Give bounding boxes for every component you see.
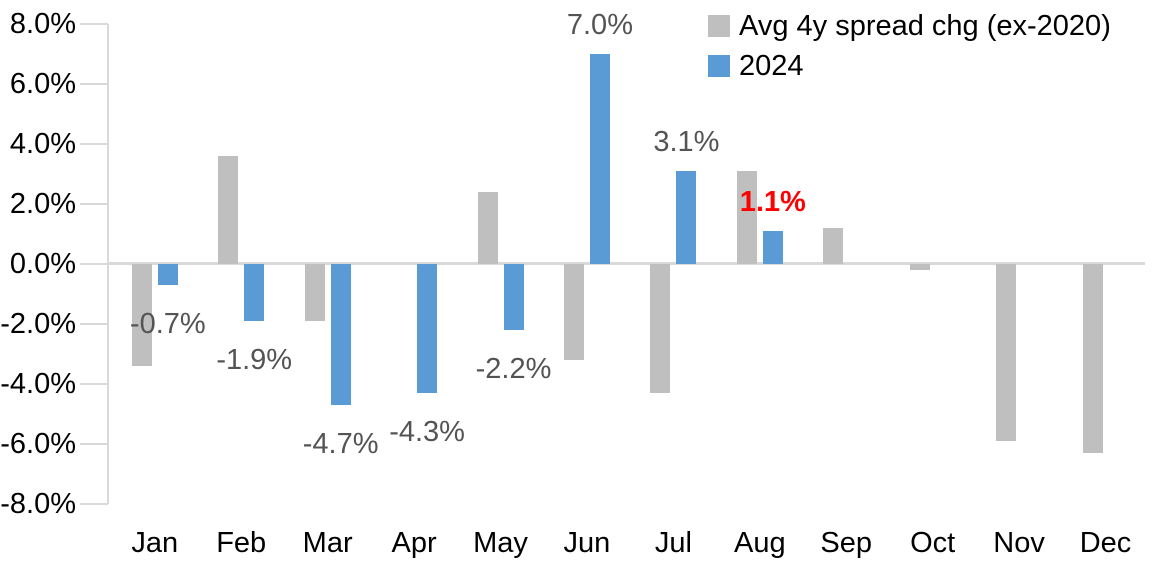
legend-item-2024: 2024: [708, 46, 1111, 86]
y-axis-tick-label: -4.0%: [0, 368, 76, 400]
data-label-apr: -4.3%: [389, 416, 465, 448]
legend-label-avg-4y-spread: Avg 4y spread chg (ex-2020): [739, 9, 1111, 42]
bar-avg-jan: [131, 264, 152, 366]
bar-2024-may: [503, 264, 524, 330]
bar-avg-jun: [563, 264, 584, 360]
y-axis-tick-label: -6.0%: [0, 428, 76, 460]
y-axis-tick-mark: [80, 23, 108, 25]
x-axis-label-dec: Dec: [1079, 527, 1132, 559]
bar-avg-dec: [1082, 264, 1103, 453]
bar-avg-aug: [736, 171, 757, 264]
y-axis-tick-mark: [80, 263, 108, 265]
y-axis-tick-label: 0.0%: [9, 248, 76, 280]
y-axis-tick-mark: [80, 383, 108, 385]
data-label-feb: -1.9%: [216, 344, 293, 376]
bar-2024-jul: [676, 171, 697, 264]
x-axis-label-mar: Mar: [302, 527, 353, 559]
x-axis-label-jun: Jun: [563, 527, 611, 559]
bar-2024-apr: [417, 264, 438, 393]
bar-avg-may: [477, 192, 498, 264]
bar-avg-feb: [218, 156, 239, 264]
y-axis-tick-mark: [80, 143, 108, 145]
legend-label-2024: 2024: [739, 49, 804, 82]
y-axis-tick-label: 2.0%: [9, 188, 76, 220]
legend-item-avg-4y-spread: Avg 4y spread chg (ex-2020): [708, 6, 1111, 46]
x-axis-label-apr: Apr: [391, 527, 437, 559]
legend-swatch-blue: [708, 55, 730, 77]
x-axis-label-may: May: [473, 527, 528, 559]
bar-2024-aug: [762, 231, 783, 264]
y-axis-tick-mark: [80, 503, 108, 505]
y-axis-tick-label: -8.0%: [0, 488, 76, 520]
y-axis-tick-mark: [80, 203, 108, 205]
y-axis-tick-label: 6.0%: [9, 68, 76, 100]
bar-avg-jul: [650, 264, 671, 393]
data-label-mar: -4.7%: [302, 428, 379, 460]
x-axis-label-oct: Oct: [910, 527, 956, 559]
bar-avg-nov: [996, 264, 1017, 441]
data-label-aug: 1.1%: [739, 186, 806, 218]
y-axis-tick-mark: [80, 323, 108, 325]
bar-avg-oct: [909, 264, 930, 270]
bar-avg-mar: [304, 264, 325, 321]
y-axis-tick-label: 4.0%: [9, 128, 76, 160]
data-label-jul: 3.1%: [653, 126, 720, 158]
bar-2024-feb: [244, 264, 265, 321]
y-axis-tick-mark: [80, 443, 108, 445]
y-axis-tick-label: 8.0%: [9, 8, 76, 40]
y-axis-tick-mark: [80, 83, 108, 85]
data-label-jan: -0.7%: [129, 308, 206, 340]
x-axis-label-feb: Feb: [216, 527, 267, 559]
data-label-may: -2.2%: [475, 353, 552, 385]
data-label-jun: 7.0%: [566, 9, 633, 41]
x-axis-label-jan: Jan: [131, 527, 179, 559]
chart-legend: Avg 4y spread chg (ex-2020) 2024: [708, 6, 1111, 86]
x-axis-label-nov: Nov: [993, 527, 1045, 559]
x-axis-label-sep: Sep: [820, 527, 873, 559]
x-axis-zero-line: [108, 262, 1145, 265]
x-axis-label-aug: Aug: [733, 527, 786, 559]
legend-swatch-gray: [708, 15, 730, 37]
bar-avg-sep: [823, 228, 844, 264]
y-axis-tick-label: -2.0%: [0, 308, 76, 340]
x-axis-label-jul: Jul: [654, 527, 692, 559]
bar-2024-jun: [589, 54, 610, 264]
bar-2024-jan: [157, 264, 178, 285]
bar-2024-mar: [330, 264, 351, 405]
